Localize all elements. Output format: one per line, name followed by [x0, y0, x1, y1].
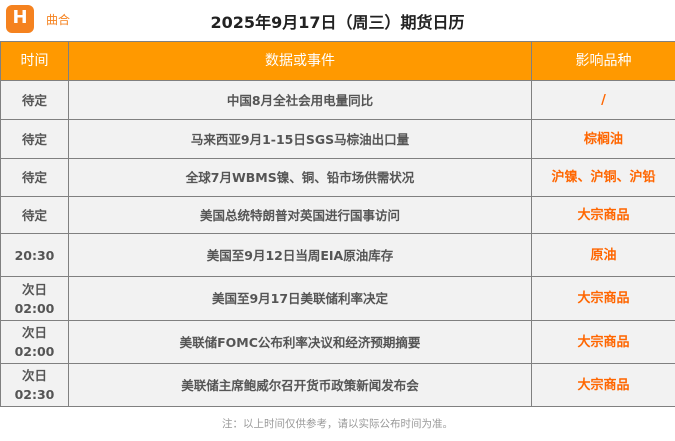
brand-name: 曲合 [46, 13, 71, 27]
event-cell: 全球7月WBMS镍、铜、铅市场供需状况 [68, 158, 532, 197]
event-cell: 美联储FOMC公布利率决议和经济预期摘要 [68, 320, 532, 364]
brand-logo-icon [6, 5, 34, 33]
time-cell: 次日 02:00 [0, 320, 69, 364]
impact-cell: 大宗商品 [531, 196, 675, 234]
table-header: 时间 数据或事件 影响品种 [0, 41, 675, 81]
impact-cell: 大宗商品 [531, 320, 675, 364]
table-row: 待定 全球7月WBMS镍、铜、铅市场供需状况 沪镍、沪铜、沪铅 [0, 158, 675, 197]
impact-cell: 大宗商品 [531, 363, 675, 407]
table-row: 次日 02:00 美国至9月17日美联储利率决定 大宗商品 [0, 276, 675, 321]
table-row: 20:30 美国至9月12日当周EIA原油库存 原油 [0, 233, 675, 277]
impact-cell: 原油 [531, 233, 675, 277]
time-cell: 次日 02:00 [0, 276, 69, 321]
time-cell: 待定 [0, 119, 69, 159]
time-cell: 待定 [0, 158, 69, 197]
calendar-table: 时间 数据或事件 影响品种 待定 中国8月全社会用电量同比 / 待定 马来西亚9月1-1… [0, 41, 675, 407]
col-event: 数据或事件 [68, 41, 532, 81]
event-cell: 美国至9月17日美联储利率决定 [68, 276, 532, 321]
time-cell: 待定 [0, 196, 69, 234]
impact-cell: 大宗商品 [531, 276, 675, 321]
table-row: 待定 美国总统特朗普对英国进行国事访问 大宗商品 [0, 196, 675, 234]
event-cell: 美国至9月12日当周EIA原油库存 [68, 233, 532, 277]
time-cell: 待定 [0, 80, 69, 120]
table-row: 次日 02:30 美联储主席鲍威尔召开货币政策新闻发布会 大宗商品 [0, 363, 675, 407]
table-row: 待定 中国8月全社会用电量同比 / [0, 80, 675, 120]
col-time: 时间 [0, 41, 69, 81]
event-cell: 中国8月全社会用电量同比 [68, 80, 532, 120]
footnote: 注：以上时间仅供参考，请以实际公布时间为准。 [222, 418, 453, 430]
event-cell: 美联储主席鲍威尔召开货币政策新闻发布会 [68, 363, 532, 407]
table-row: 次日 02:00 美联储FOMC公布利率决议和经济预期摘要 大宗商品 [0, 320, 675, 364]
impact-cell: / [531, 80, 675, 120]
page-title: 2025年9月17日（周三）期货日历 [210, 13, 465, 32]
impact-cell: 棕榈油 [531, 119, 675, 159]
col-impact: 影响品种 [531, 41, 675, 81]
event-cell: 马来西亚9月1-15日SGS马棕油出口量 [68, 119, 532, 159]
time-cell: 20:30 [0, 233, 69, 277]
table-row: 待定 马来西亚9月1-15日SGS马棕油出口量 棕榈油 [0, 119, 675, 159]
event-cell: 美国总统特朗普对英国进行国事访问 [68, 196, 532, 234]
impact-cell: 沪镍、沪铜、沪铅 [531, 158, 675, 197]
time-cell: 次日 02:30 [0, 363, 69, 407]
